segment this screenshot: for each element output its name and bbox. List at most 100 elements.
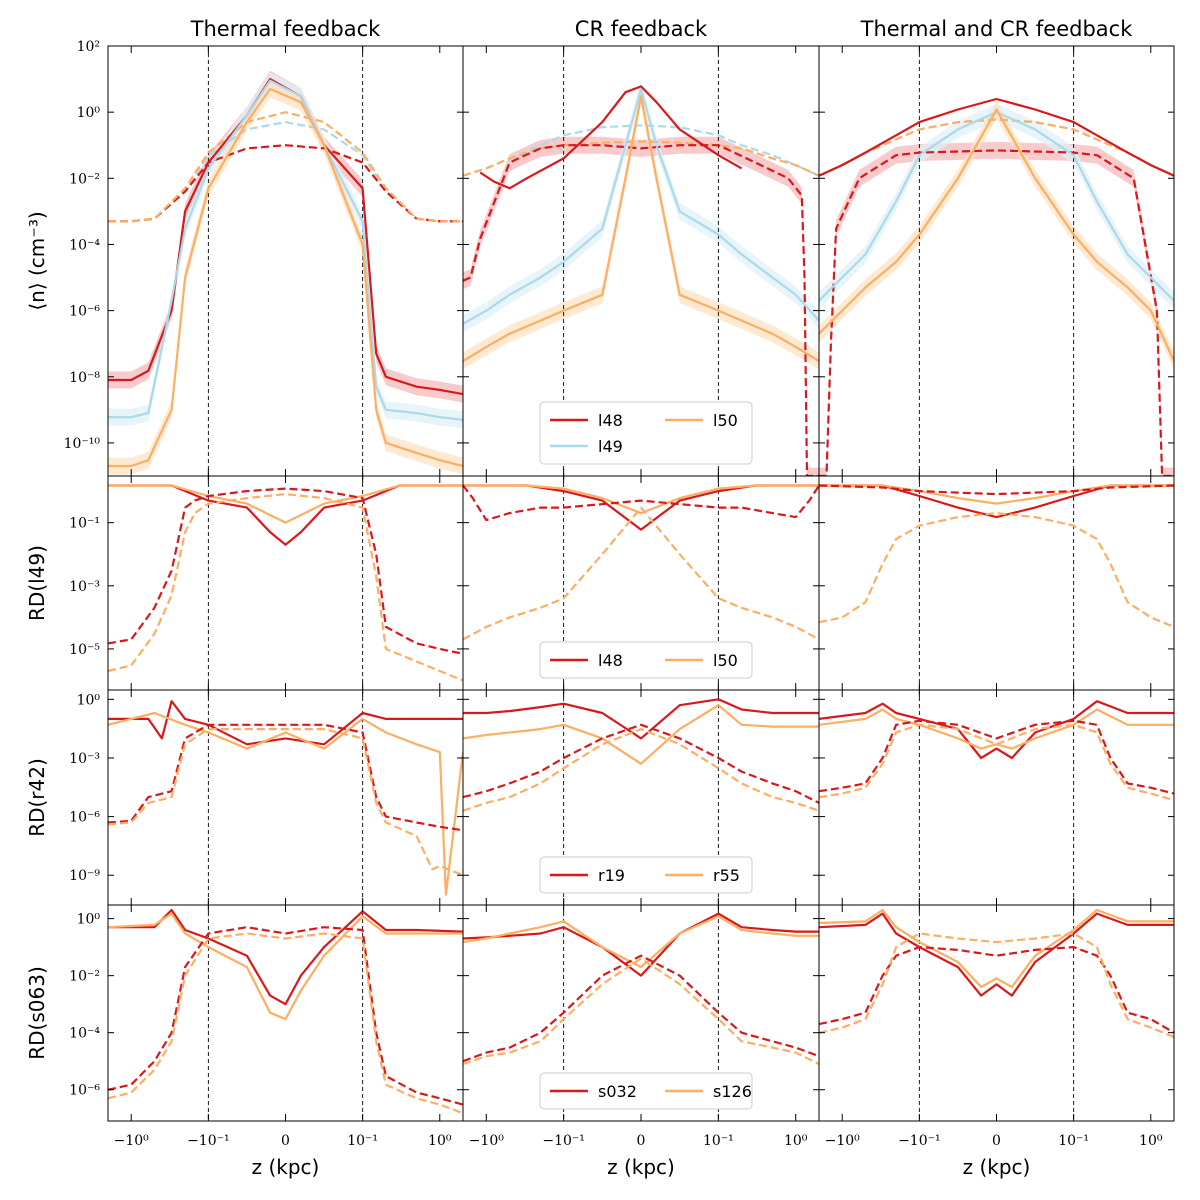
ytick-label-r0-4: 10⁻⁶ — [69, 304, 100, 320]
line-l48-dashed-r0-c1 — [463, 144, 819, 476]
line-s032-solid-r3-c0 — [108, 908, 463, 1006]
ytick-label-r2-2: 10⁻⁶ — [69, 810, 100, 826]
ytick-label-r0-3: 10⁻⁴ — [69, 237, 100, 253]
line-r19-solid-r2-c0 — [108, 700, 463, 746]
line-l48-dashed-r0-c2 — [819, 149, 1174, 476]
line-l48-solid-r0-c1 — [479, 85, 743, 190]
line-l48-dashed-r1-c1 — [463, 484, 819, 522]
panel-r1-c1: l48 l50 — [462, 475, 820, 691]
xtick-label-c0-4: 10⁰ — [428, 1133, 452, 1149]
ytick-label-r0-6: 10⁻¹⁰ — [64, 436, 101, 452]
line-r55-solid-r2-c2 — [819, 708, 1174, 750]
line-s032-dashed-r3-c0 — [108, 926, 463, 1106]
x-axis-label-1: z (kpc) — [607, 1155, 675, 1179]
legend-label-l49-r0: l49 — [598, 437, 623, 456]
xtick-label-c1-1: −10⁻¹ — [542, 1133, 585, 1149]
legend-label-s032-r3: s032 — [598, 1082, 637, 1101]
line-s126-dashed-r3-c0 — [108, 932, 463, 1115]
xtick-label-c0-0: −10⁰ — [114, 1133, 150, 1149]
band-l50-solid-r0-c1 — [463, 87, 819, 370]
line-r19-solid-r2-c1 — [463, 698, 819, 740]
ytick-label-r0-1: 10⁰ — [77, 105, 101, 121]
line-r55-dashed-r2-c1 — [463, 728, 819, 812]
legend-box-r0 — [539, 401, 753, 465]
line-l50-dashed-r1-c0 — [108, 493, 463, 682]
line-r19-dashed-r2-c0 — [108, 723, 463, 832]
line-l48-dashed-r0-c0 — [108, 144, 463, 223]
band-l49-solid-r0-c2 — [819, 103, 1174, 310]
line-l50-solid-r1-c0 — [108, 484, 463, 524]
line-l49-dashed-r0-c0 — [108, 121, 463, 223]
ytick-label-r0-5: 10⁻⁸ — [69, 370, 100, 386]
line-l50-solid-r0-c1 — [463, 95, 819, 362]
line-r55-dashed-r2-c2 — [819, 723, 1174, 802]
line-s126-solid-r3-c0 — [108, 912, 463, 1021]
line-r19-solid-r2-c2 — [819, 700, 1174, 760]
line-l50-solid-r0-c0 — [108, 87, 463, 468]
line-s126-dashed-r3-c1 — [463, 957, 819, 1066]
line-l50-dashed-r0-c1 — [463, 140, 819, 177]
xtick-label-c2-3: 10⁻¹ — [1058, 1133, 1089, 1149]
ytick-label-r0-2: 10⁻² — [69, 171, 100, 187]
line-l49-solid-r0-c0 — [108, 79, 463, 421]
band-l48-dashed-r0-c2 — [819, 141, 1174, 476]
xtick-label-c2-0: −10⁰ — [825, 1133, 861, 1149]
column-title-1: CR feedback — [575, 17, 708, 41]
line-l48-solid-r1-c0 — [108, 484, 463, 546]
legend-label-r55-r2: r55 — [713, 866, 740, 885]
line-r19-dashed-r2-c1 — [463, 723, 819, 804]
y-axis-label-row-3: RD(s063) — [25, 966, 49, 1060]
x-axis-label-0: z (kpc) — [252, 1155, 320, 1179]
xtick-label-c2-4: 10⁰ — [1139, 1133, 1163, 1149]
ytick-label-r1-1: 10⁻³ — [69, 579, 100, 595]
ytick-label-r3-1: 10⁻² — [69, 969, 100, 985]
line-l48-dashed-r1-c0 — [108, 487, 463, 655]
legend-label-l50-r0: l50 — [713, 411, 738, 430]
line-l48-dashed-r1-c2 — [819, 484, 1174, 496]
xtick-label-c1-2: 0 — [637, 1133, 646, 1149]
legend-label-l48-r1: l48 — [598, 651, 623, 670]
band-l49-solid-r0-c1 — [463, 80, 819, 333]
xtick-label-c0-1: −10⁻¹ — [187, 1133, 230, 1149]
line-l50-solid-r0-c2 — [819, 108, 1174, 362]
legend-label-s126-r3: s126 — [713, 1082, 752, 1101]
x-axis-label-2: z (kpc) — [963, 1155, 1031, 1179]
panel-r0-c1: l48 l49 l50 — [462, 45, 820, 477]
ytick-label-r2-1: 10⁻³ — [69, 751, 100, 767]
panel-frame-r3-c2 — [818, 904, 1175, 1122]
xtick-label-c1-0: −10⁰ — [469, 1133, 505, 1149]
ytick-label-r3-2: 10⁻⁴ — [69, 1026, 100, 1042]
legend-label-l48-r0: l48 — [598, 411, 623, 430]
line-l50-dashed-r1-c1 — [463, 506, 819, 641]
panel-r2-c0 — [107, 689, 464, 906]
line-s126-solid-r3-c2 — [819, 908, 1174, 989]
line-l48-solid-r1-c2 — [819, 484, 1174, 519]
y-axis-label-row-0: ⟨n⟩ (cm⁻³) — [25, 211, 49, 310]
panel-frame-r1-c2 — [818, 475, 1175, 691]
xtick-label-c2-1: −10⁻¹ — [898, 1133, 941, 1149]
legend-label-l50-r1: l50 — [713, 651, 738, 670]
ytick-label-r2-3: 10⁻⁹ — [69, 868, 100, 884]
ytick-label-r1-0: 10⁻¹ — [69, 516, 100, 532]
panel-frame-r2-c0 — [107, 689, 464, 906]
ytick-label-r3-0: 10⁰ — [77, 912, 101, 928]
line-l49-solid-r0-c1 — [463, 87, 819, 325]
panel-r3-c0 — [107, 904, 464, 1122]
ytick-label-r0-0: 10² — [77, 39, 100, 55]
y-axis-label-row-2: RD(r42) — [25, 758, 49, 837]
panel-r2-c2 — [818, 689, 1175, 906]
line-r55-solid-r2-c1 — [463, 704, 819, 765]
panel-r1-c0 — [107, 475, 464, 691]
line-l50-solid-r1-c2 — [819, 484, 1174, 505]
legend-box-r3 — [539, 1072, 753, 1110]
legend-box-r2 — [539, 856, 753, 894]
ytick-label-r2-0: 10⁰ — [77, 692, 101, 708]
panel-r3-c1: s032 s126 — [462, 904, 820, 1122]
line-r19-dashed-r2-c2 — [819, 719, 1174, 795]
line-l50-solid-r1-c1 — [463, 484, 819, 515]
panel-r3-c2 — [818, 904, 1175, 1122]
band-l48-solid-r0-c0 — [108, 70, 463, 403]
column-title-2: Thermal and CR feedback — [860, 17, 1134, 41]
line-l50-dashed-r0-c0 — [108, 111, 463, 223]
